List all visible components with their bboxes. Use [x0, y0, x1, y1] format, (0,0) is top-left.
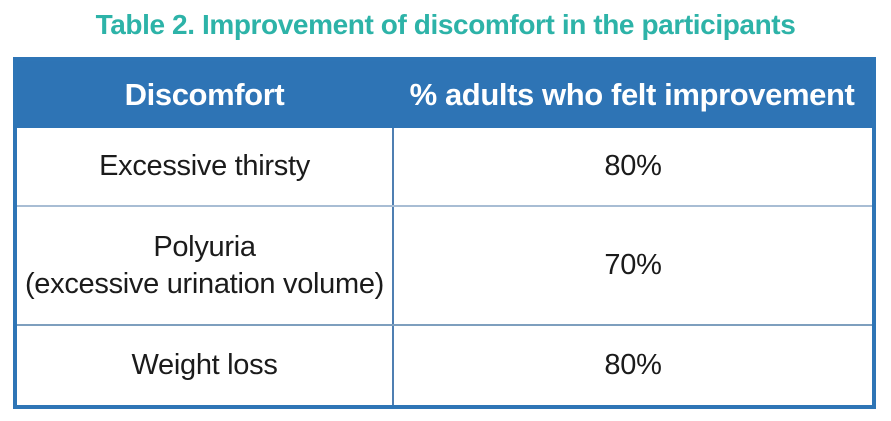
improvement-table: Discomfort % adults who felt improvement… — [13, 57, 876, 409]
cell-text: Excessive thirsty — [99, 150, 310, 182]
cell-discomfort: Polyuria (excessive urination volume) — [17, 207, 392, 324]
table-row: Weight loss 80% — [17, 326, 872, 405]
cell-discomfort: Excessive thirsty — [17, 128, 392, 205]
cell-text: Weight loss — [131, 349, 278, 381]
cell-text-line-1: Polyuria — [153, 230, 256, 263]
table-row: Polyuria (excessive urination volume) 70… — [17, 207, 872, 326]
header-cell-discomfort: Discomfort — [124, 76, 285, 112]
cell-improvement: 70% — [392, 207, 872, 324]
header-cell-improvement: % adults who felt improvement — [409, 76, 855, 112]
table-caption: Table 2. Improvement of discomfort in th… — [95, 9, 796, 40]
cell-discomfort: Weight loss — [17, 326, 392, 405]
cell-improvement: 80% — [392, 128, 872, 205]
table-header-row: Discomfort % adults who felt improvement — [17, 61, 872, 128]
table-row: Excessive thirsty 80% — [17, 128, 872, 207]
cell-improvement: 80% — [392, 326, 872, 405]
cell-text-line-2: (excessive urination volume) — [24, 267, 385, 300]
